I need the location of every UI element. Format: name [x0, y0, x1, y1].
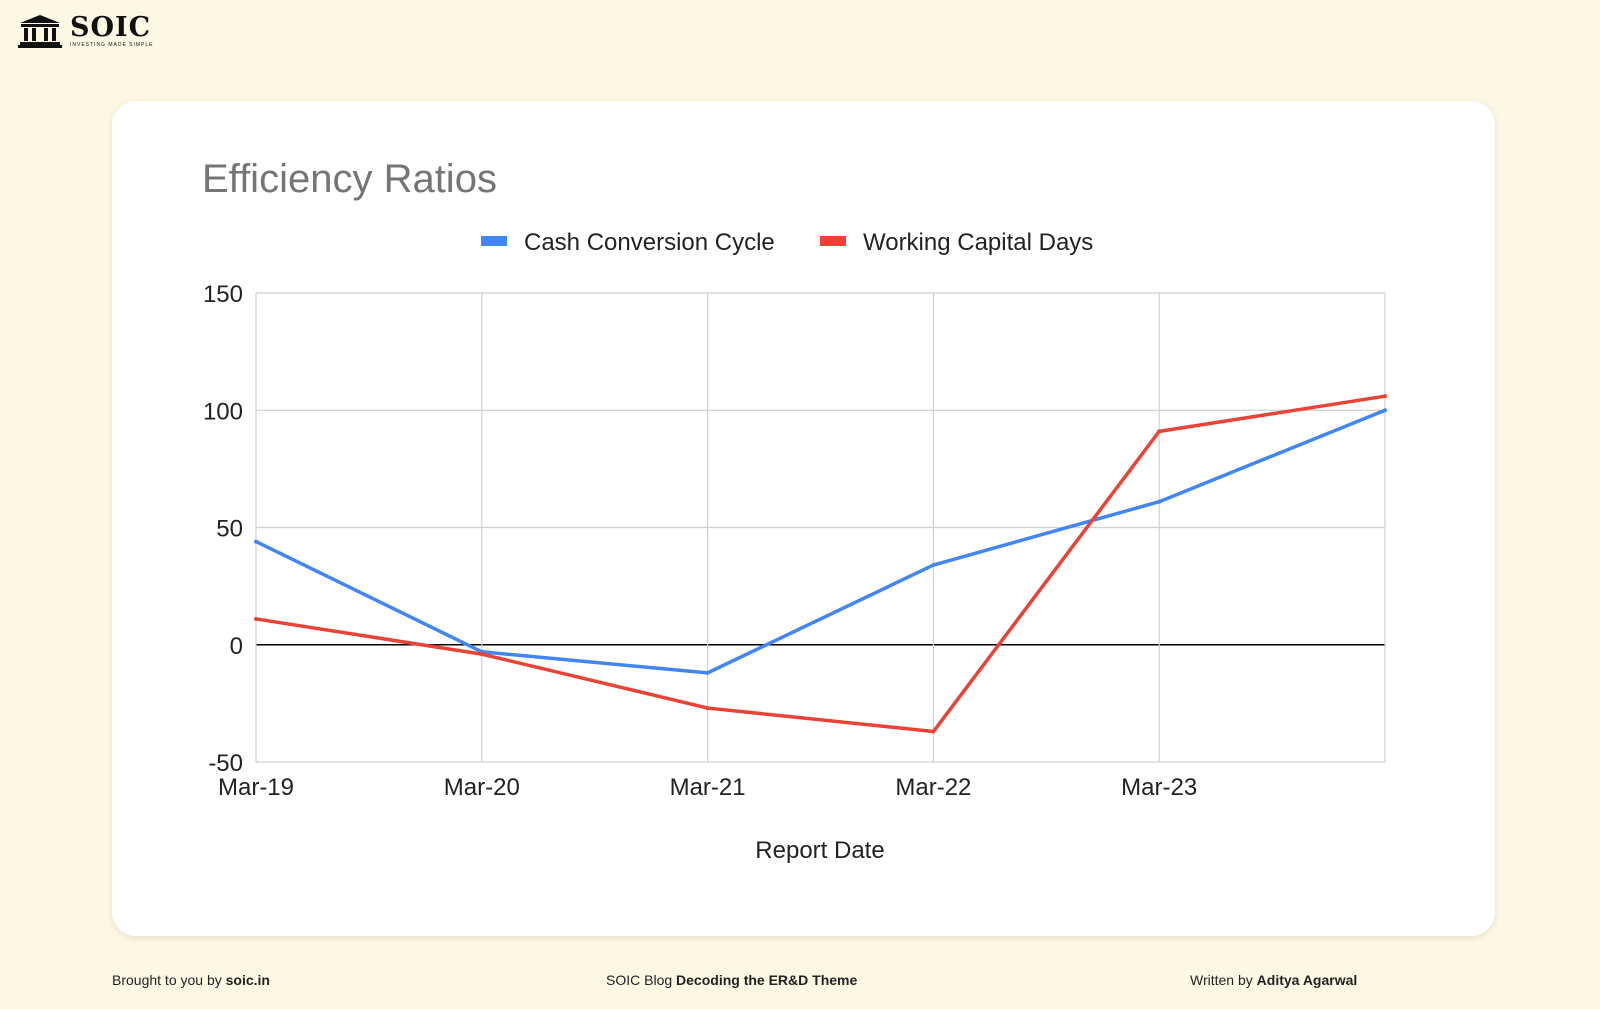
legend-swatch	[481, 236, 507, 246]
footer-site-link[interactable]: soic.in	[225, 972, 270, 988]
brand-tagline: INVESTING MADE SIMPLE	[70, 42, 154, 48]
y-tick-label: 150	[203, 281, 243, 308]
temple-icon	[18, 15, 62, 48]
y-tick-label: -50	[208, 750, 243, 777]
series-line	[255, 408, 1386, 675]
footer-blog: SOIC Blog Decoding the ER&D Theme	[606, 972, 857, 988]
brand-logo: SOIC INVESTING MADE SIMPLE	[18, 14, 154, 48]
data-point	[1383, 408, 1387, 413]
series-line	[255, 394, 1386, 734]
y-tick-label: 50	[216, 516, 243, 543]
data-point	[931, 729, 936, 734]
data-point	[1157, 499, 1162, 504]
legend-swatch	[820, 236, 846, 246]
y-tick-label: 0	[230, 633, 243, 660]
data-point	[1157, 429, 1162, 434]
footer-author-name: Aditya Agarwal	[1256, 972, 1358, 988]
footer-blog-prefix: SOIC Blog	[606, 972, 673, 988]
x-tick-label: Mar-20	[444, 774, 520, 801]
data-point	[705, 670, 710, 675]
footer-author-prefix: Written by	[1190, 972, 1253, 988]
footer-author: Written by Aditya Agarwal	[1190, 972, 1357, 988]
x-axis-title: Report Date	[755, 837, 884, 864]
data-point	[479, 652, 484, 657]
footer-blog-title: Decoding the ER&D Theme	[676, 972, 858, 988]
x-tick-label: Mar-19	[218, 774, 294, 801]
legend-label: Working Capital Days	[863, 229, 1093, 256]
x-tick-label: Mar-21	[670, 774, 746, 801]
legend-label: Cash Conversion Cycle	[524, 229, 775, 256]
chart-card	[112, 101, 1495, 936]
brand-name: SOIC	[70, 12, 152, 43]
footer-credit: Brought to you by soic.in	[112, 972, 270, 988]
x-tick-label: Mar-22	[895, 774, 971, 801]
data-point	[705, 706, 710, 711]
chart-title: Efficiency Ratios	[202, 157, 497, 201]
data-point	[931, 563, 936, 568]
data-point	[254, 616, 258, 621]
footer-credit-prefix: Brought to you by	[112, 972, 222, 988]
data-point	[1383, 394, 1387, 399]
y-tick-label: 100	[203, 398, 243, 425]
x-tick-label: Mar-23	[1121, 774, 1197, 801]
data-point	[254, 539, 258, 544]
